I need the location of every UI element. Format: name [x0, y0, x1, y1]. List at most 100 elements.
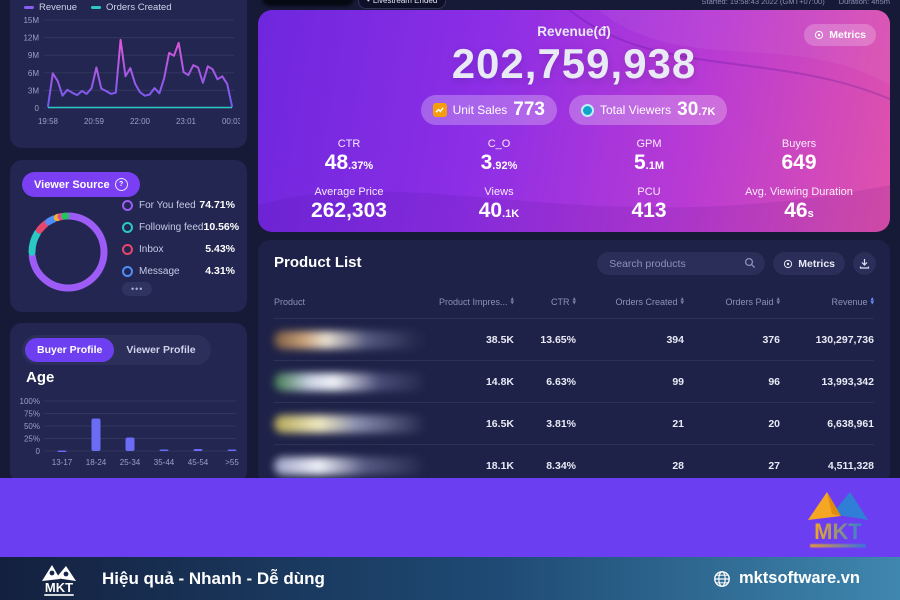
download-button[interactable]	[853, 252, 876, 275]
table-row[interactable]: 14.8K 6.63% 99 96 13,993,342	[274, 360, 874, 402]
table-row[interactable]: 18.1K 8.34% 28 27 4,511,328	[274, 444, 874, 486]
table-body: 38.5K 13.65% 394 376 130,297,736 14.8K 6…	[274, 318, 874, 486]
sort-icon[interactable]: ▲ ▼	[572, 297, 576, 306]
column-header-revenue[interactable]: Revenue ▲ ▼	[831, 297, 875, 307]
svg-text:75%: 75%	[24, 410, 40, 419]
metrics-button-label: Metrics	[829, 29, 866, 41]
search-input[interactable]	[597, 252, 766, 275]
legend-item: Orders Created	[91, 2, 172, 13]
blurred-product-thumbnail	[274, 372, 424, 391]
metrics-button[interactable]: Metrics	[804, 24, 876, 46]
status-dot: •	[367, 0, 370, 5]
revenue-cell: 130,297,736	[815, 333, 874, 346]
watermark-tagline-blur	[810, 544, 866, 548]
sort-icon[interactable]: ▲ ▼	[776, 297, 780, 306]
svg-text:23:01: 23:01	[176, 117, 197, 126]
stat-gpm: GPM 5.1M	[633, 138, 665, 174]
impressions-cell: 14.8K	[485, 375, 514, 388]
revenue-cell: 4,511,328	[827, 459, 874, 472]
table-row[interactable]: 16.5K 3.81% 21 20 6,638,961	[274, 402, 874, 444]
product-cell	[274, 330, 424, 349]
svg-text:3M: 3M	[28, 86, 39, 95]
orders-paid-cell: 376	[762, 333, 780, 346]
product-list-panel: Product List Metrics	[258, 240, 890, 484]
product-metrics-button[interactable]: Metrics	[773, 252, 845, 275]
viewer-source-legend-item: For You feed 74.71%	[122, 194, 235, 216]
legend-ring-icon	[122, 199, 133, 211]
svg-text:0: 0	[35, 104, 40, 113]
age-bar-chart: 100% 75% 50% 25% 0 13-17 18-24 25-34 35-44 45-54 >…	[20, 397, 240, 467]
impressions-cell: 38.5K	[485, 333, 514, 346]
viewer-source-donut-chart	[28, 212, 108, 292]
revenue-summary-card: Metrics Revenue(đ) 202,759,938 Unit Sale…	[258, 10, 890, 232]
stat-views: Views 40.1K	[478, 186, 520, 222]
unit-sales-icon	[432, 103, 447, 117]
column-header-orders-created[interactable]: Orders Created ▲ ▼	[615, 297, 685, 307]
svg-text:19:58: 19:58	[38, 117, 59, 126]
stat-avg-viewing-duration: Avg. Viewing Duration 46s	[745, 186, 853, 222]
svg-text:25%: 25%	[24, 435, 40, 444]
info-icon: ?	[114, 178, 128, 191]
footer-website: mktsoftware.vn	[738, 569, 860, 587]
metric-badge: Total Viewers 30.7K	[568, 95, 728, 125]
search-products-field[interactable]	[597, 252, 766, 275]
table-row[interactable]: 38.5K 13.65% 394 376 130,297,736	[274, 318, 874, 360]
sort-icon[interactable]: ▲ ▼	[510, 297, 514, 306]
session-started: Started: 19:58:43 2022 (GMT+07:00)	[701, 0, 825, 6]
column-header-product: Product	[274, 297, 306, 307]
orders-created-cell: 28	[672, 459, 684, 472]
revenue-title: Revenue(đ)	[537, 24, 611, 39]
logo-triangle-blue	[832, 492, 868, 520]
svg-text:15M: 15M	[23, 16, 39, 25]
mkt-watermark-logo: MKT	[808, 492, 868, 548]
revenue-cell: 6,638,961	[827, 417, 874, 430]
more-button[interactable]: •••	[122, 282, 153, 296]
svg-text:18-24: 18-24	[86, 458, 107, 467]
watermark-brand-text: MKT	[814, 519, 862, 544]
blurred-product-thumbnail	[274, 330, 424, 349]
stat-c-o: C_O 3.92%	[480, 138, 518, 174]
column-header-ctr[interactable]: CTR ▲ ▼	[551, 297, 576, 307]
legend-ring-icon	[122, 221, 133, 233]
footer-website-group[interactable]: mktsoftware.vn	[713, 569, 860, 588]
status-label: Livestream Ended	[372, 0, 438, 5]
session-info: Started: 19:58:43 2022 (GMT+07:00) Durati…	[702, 0, 890, 6]
product-list-title: Product List	[274, 254, 362, 271]
viewer-source-button[interactable]: Viewer Source ?	[22, 172, 140, 197]
orders-created-cell: 99	[672, 375, 684, 388]
svg-text:50%: 50%	[24, 422, 40, 431]
svg-text:25-34: 25-34	[120, 458, 141, 467]
download-icon	[859, 259, 870, 269]
column-header-orders-paid[interactable]: Orders Paid ▲ ▼	[725, 297, 781, 307]
session-duration: Duration: 4h5m	[838, 0, 890, 6]
viewer-source-legend: For You feed 74.71% Following feed 10.56…	[122, 194, 239, 282]
sort-icon[interactable]: ▲ ▼	[870, 297, 874, 306]
svg-text:13-17: 13-17	[52, 458, 73, 467]
impressions-cell: 16.5K	[485, 417, 514, 430]
viewer-source-legend-item: Following feed 10.56%	[122, 216, 239, 238]
orders-paid-cell: 20	[768, 417, 780, 430]
mkt-logo: MKT	[42, 564, 76, 596]
revenue-cell: 13,993,342	[821, 375, 874, 388]
viewer-source-legend-item: Inbox 5.43%	[122, 238, 235, 260]
legend-item: Revenue	[24, 2, 77, 13]
stat-ctr: CTR 48.37%	[324, 138, 374, 174]
tab-buyer-profile[interactable]: Buyer Profile	[25, 338, 115, 362]
blurred-product-thumbnail	[274, 456, 424, 475]
column-header-product-impres-[interactable]: Product Impres... ▲ ▼	[439, 297, 514, 307]
stat-buyers: Buyers 649	[781, 138, 817, 174]
trend-line-chart: 15M 12M 9M 6M 3M 0 19:58 20:59 22:00 23:01 00:03	[23, 16, 240, 126]
viewer-source-panel: Viewer Source ? For You feed 74.71% Foll…	[10, 160, 247, 312]
tab-viewer-profile[interactable]: Viewer Profile	[114, 338, 207, 362]
total-viewers-icon	[580, 103, 594, 117]
stat-average-price: Average Price 262,303	[311, 186, 387, 222]
svg-text:100%: 100%	[20, 397, 40, 406]
svg-text:00:03: 00:03	[222, 117, 240, 126]
sort-icon[interactable]: ▲ ▼	[680, 297, 684, 306]
svg-text:>55: >55	[225, 458, 239, 467]
trend-chart-panel: Revenue Orders Created 15M 12M 9M 6M 3M 0 19:58…	[10, 0, 247, 148]
revenue-badges: Unit Sales 773 Total Viewers 30.7K	[420, 95, 728, 125]
footer-tagline-blur	[44, 593, 74, 596]
svg-text:22:00: 22:00	[130, 117, 151, 126]
